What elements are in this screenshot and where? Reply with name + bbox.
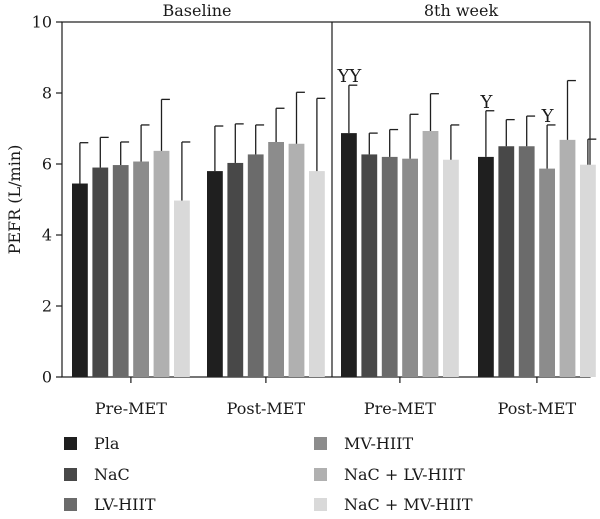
panel-title: 8th week: [424, 1, 499, 20]
chart-legend: Pla NaC LV-HIIT MV-HIIT NaC + LV-HIIT NaC + M…: [64, 434, 473, 514]
legend-label: NaC + LV-HIIT: [344, 465, 465, 484]
legend-swatch: [314, 468, 327, 481]
bar: [402, 158, 418, 377]
legend-swatch: [64, 437, 77, 450]
significance-marker: Y: [541, 106, 555, 127]
bar: [153, 150, 170, 377]
bar: [247, 154, 264, 377]
legend-label: MV-HIIT: [344, 434, 413, 453]
y-tick-label: 6: [42, 155, 52, 174]
bar: [498, 146, 515, 377]
panel-title: Baseline: [163, 1, 232, 20]
group-label: Pre-MET: [364, 399, 436, 418]
legend-swatch: [314, 437, 327, 450]
bar: [207, 171, 223, 377]
y-tick-label: 8: [42, 84, 52, 103]
significance-marker: YY: [337, 66, 363, 87]
y-tick-label: 4: [42, 226, 52, 245]
bar: [381, 156, 398, 377]
bar: [580, 164, 596, 377]
bar: [72, 183, 88, 377]
group-label: Pre-MET: [95, 399, 167, 418]
y-tick-label: 10: [32, 13, 52, 32]
y-tick-label: 2: [42, 297, 52, 316]
legend-label: LV-HIIT: [94, 495, 156, 514]
bar: [174, 200, 190, 377]
bar: [559, 139, 576, 377]
chart-error-bars: [79, 79, 597, 201]
y-axis-label: PEFR (L/min): [5, 145, 24, 255]
bar: [341, 133, 357, 377]
bar: [309, 171, 325, 377]
bar: [92, 167, 109, 377]
bar: [268, 141, 284, 377]
legend-swatch: [314, 498, 327, 511]
bar: [361, 154, 378, 377]
y-tick-label: 0: [42, 368, 52, 387]
bar: [227, 162, 244, 377]
legend-label: NaC: [94, 465, 130, 484]
bar: [443, 159, 459, 377]
group-label: Post-MET: [227, 399, 306, 418]
bar: [112, 165, 129, 377]
bar: [518, 146, 535, 377]
significance-marker: Y: [479, 92, 493, 113]
bar: [539, 168, 555, 377]
chart-bars: [72, 130, 596, 377]
bar: [422, 130, 439, 377]
legend-swatch: [64, 468, 77, 481]
bar: [288, 143, 305, 377]
group-label: Post-MET: [498, 399, 577, 418]
chart-labels: 0 2 4 6 8 10 PEFR (L/min) Baseline Pre-MET Post-M…: [5, 1, 576, 418]
legend-swatch: [64, 498, 77, 511]
legend-label: NaC + MV-HIIT: [344, 495, 473, 514]
bar: [478, 156, 494, 377]
bar: [133, 161, 149, 377]
legend-label: Pla: [94, 434, 120, 453]
